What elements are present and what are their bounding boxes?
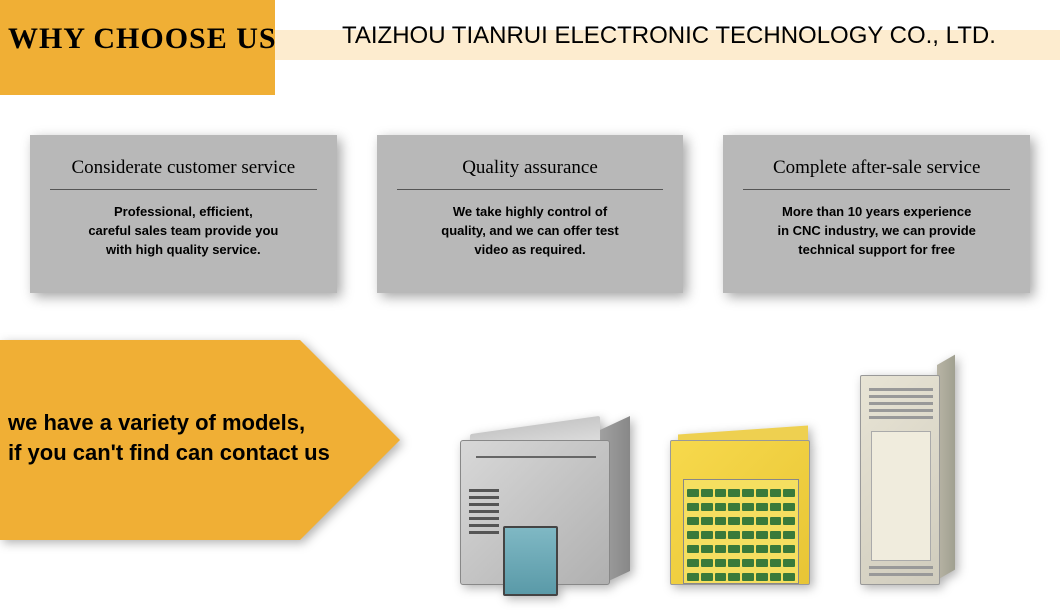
feature-card: Considerate customer service Professiona…	[30, 135, 337, 295]
section-title: WHY CHOOSE US	[8, 22, 277, 56]
product-plc-controller	[460, 410, 640, 585]
card-body: Professional, efficient, careful sales t…	[50, 203, 317, 260]
card-divider	[397, 189, 664, 190]
card-title: Considerate customer service	[30, 157, 337, 179]
feature-cards-row: Considerate customer service Professiona…	[30, 135, 1030, 295]
cta-banner: we have a variety of models, if you can'…	[0, 340, 400, 540]
product-showcase	[460, 365, 960, 585]
card-body: More than 10 years experience in CNC ind…	[743, 203, 1010, 260]
feature-card: Quality assurance We take highly control…	[377, 135, 684, 295]
header-section: WHY CHOOSE US TAIZHOU TIANRUI ELECTRONIC…	[0, 0, 1060, 95]
product-io-module	[670, 425, 830, 585]
card-title: Complete after-sale service	[723, 157, 1030, 179]
card-body: We take highly control of quality, and w…	[397, 203, 664, 260]
card-divider	[743, 189, 1010, 190]
card-title: Quality assurance	[377, 157, 684, 179]
feature-card: Complete after-sale service More than 10…	[723, 135, 1030, 295]
banner-text: we have a variety of models, if you can'…	[8, 408, 330, 467]
card-divider	[50, 189, 317, 190]
product-expansion-module	[860, 365, 960, 585]
company-name: TAIZHOU TIANRUI ELECTRONIC TECHNOLOGY CO…	[342, 22, 996, 50]
